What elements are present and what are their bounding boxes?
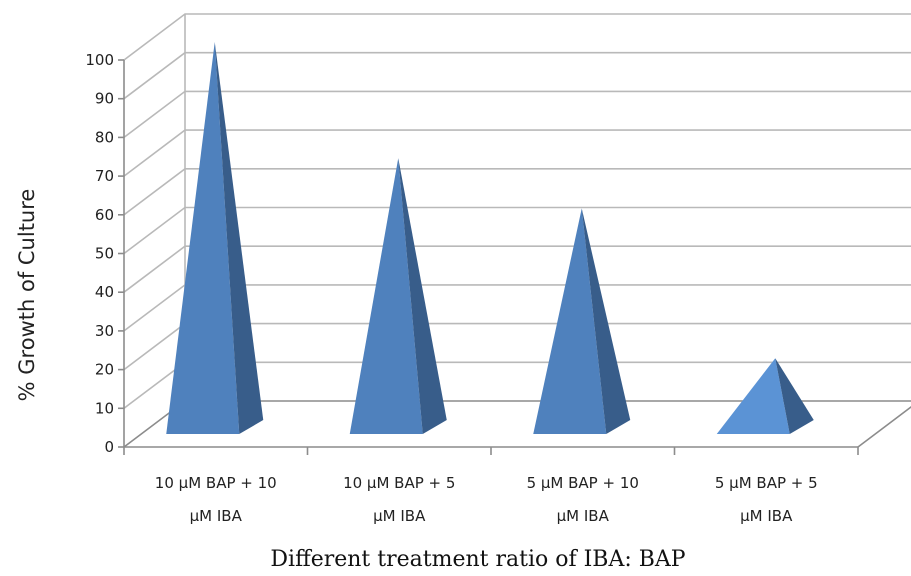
x-category-label: µM IBA: [190, 507, 243, 525]
x-category-label: 10 µM BAP + 10: [155, 474, 277, 492]
y-tick-label: 60: [95, 206, 114, 224]
pyramid-bar-front: [349, 158, 423, 434]
pyramid-bar-front: [716, 358, 790, 434]
y-tick-label: 50: [95, 245, 114, 263]
x-axis-title: Different treatment ratio of IBA: BAP: [270, 547, 685, 572]
y-tick-label: 90: [95, 90, 114, 108]
pyramid-bar-front: [166, 42, 240, 434]
y-tick-label: 20: [95, 361, 114, 379]
category-labels: 10 µM BAP + 10 µM IBA 10 µM BAP + 5 µM IBA 5…: [155, 474, 818, 525]
x-category-label: 5 µM BAP + 5: [715, 474, 818, 492]
y-tick-label: 40: [95, 283, 114, 301]
y-tick-label: 30: [95, 322, 114, 340]
x-category-label: 10 µM BAP + 5: [343, 474, 455, 492]
x-category-label: 5 µM BAP + 10: [527, 474, 639, 492]
x-category-label: µM IBA: [373, 507, 426, 525]
y-axis-title: % Growth of Culture: [15, 189, 39, 402]
x-category-label: µM IBA: [740, 507, 793, 525]
y-tick-label: 80: [95, 128, 114, 146]
y-tick-label: 100: [85, 51, 114, 69]
pyramid-bar-side: [775, 358, 814, 434]
pyramid-bar-side: [398, 158, 447, 434]
pyramid-bar-side: [214, 42, 264, 434]
x-category-label: µM IBA: [557, 507, 610, 525]
pyramid-bars: [166, 42, 814, 434]
y-tick-label: 0: [104, 438, 114, 456]
y-tick-labels: 0 10 20 30 40 50 60 70 80 90 100: [85, 51, 114, 456]
pyramid-bar-side: [581, 208, 631, 434]
pyramid-bar-front: [533, 208, 607, 434]
y-tick-label: 10: [95, 399, 114, 417]
y-tick-label: 70: [95, 167, 114, 185]
